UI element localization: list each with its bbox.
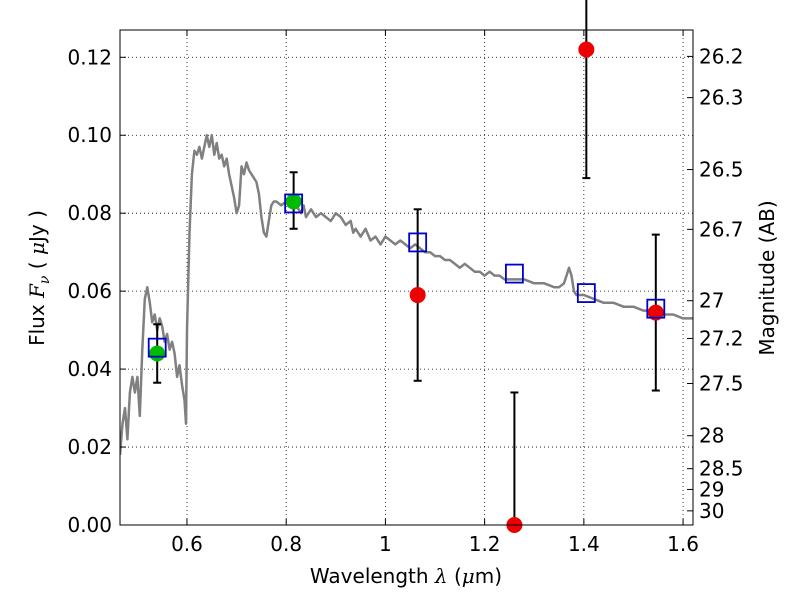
x-tick-label: 0.6 (171, 532, 203, 556)
observed-point (285, 193, 302, 210)
model-photometry-box (147, 337, 167, 358)
model-photometry-box (505, 263, 524, 284)
mag-tick-label: 27.2 (699, 326, 744, 350)
observed-point (578, 41, 595, 58)
errorbar-layer (147, 0, 666, 533)
y-tick-label: 0.02 (67, 435, 112, 459)
mag-tick-label: 26.3 (699, 86, 744, 110)
observed-point (149, 345, 166, 362)
y2-axis-label: Magnitude (AB) (755, 200, 779, 355)
model-photometry-box (284, 193, 304, 214)
mag-tick-label: 26.2 (699, 44, 744, 68)
y-tick-label: 0.06 (67, 279, 112, 303)
tick-layer: 0.6 0.8 1 1.2 1.4 1.6 0.00 0.02 0.04 0.06 0.08 0.10… (67, 30, 744, 556)
mag-tick-label: 26.7 (699, 217, 744, 241)
x-tick-label: 1.6 (667, 532, 699, 556)
observed-point (647, 304, 664, 321)
y-tick-label: 0.10 (67, 123, 112, 147)
x-tick-label: 1.2 (469, 532, 501, 556)
y-tick-label: 0.00 (67, 513, 112, 537)
model-photometry-box (576, 283, 596, 303)
y-axis-label: Flux Fν ( μJy ) (25, 210, 53, 346)
x-tick-label: 1 (379, 532, 392, 556)
y-tick-label: 0.08 (67, 201, 112, 225)
model-photometry-box (408, 232, 428, 253)
mag-tick-label: 29 (699, 477, 724, 501)
x-tick-label: 1.4 (568, 532, 600, 556)
y-tick-label: 0.04 (67, 357, 112, 381)
observed-point (409, 287, 426, 304)
x-axis-label: Wavelength λ (μm) (310, 564, 502, 588)
plot-frame (119, 29, 694, 526)
mag-tick-label: 30 (699, 499, 724, 523)
y-tick-label: 0.12 (67, 45, 112, 69)
mag-tick-label: 26.5 (699, 158, 744, 182)
mag-tick-label: 28.5 (699, 457, 744, 481)
mag-tick-label: 27.5 (699, 371, 744, 395)
x-tick-label: 0.8 (270, 532, 302, 556)
grid-layer (120, 30, 693, 526)
mag-tick-label: 28 (699, 424, 724, 448)
mag-tick-label: 27 (699, 289, 724, 313)
model-photometry-box (646, 298, 666, 319)
